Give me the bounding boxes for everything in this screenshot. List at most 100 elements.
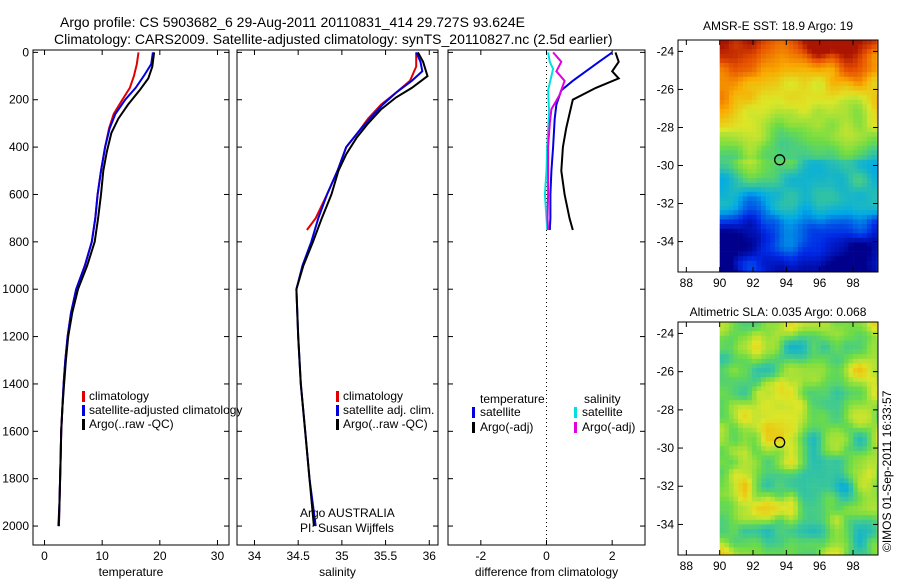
y-tick-label: 200 — [9, 93, 29, 107]
legend-swatch — [82, 419, 85, 430]
credit-stamp: ©IMOS 01-Sep-2011 16:33:57 — [880, 390, 894, 552]
y-tick-label: 600 — [9, 187, 29, 201]
series-line — [543, 52, 555, 231]
argo-location-marker — [774, 154, 786, 166]
x-tick-label: 34.5 — [286, 549, 310, 563]
x-tick-label: -2 — [475, 549, 486, 563]
y-tick-label: 1000 — [2, 282, 29, 296]
title-line-1: Argo profile: CS 5903682_6 29-Aug-2011 2… — [60, 14, 525, 30]
legend-header: salinity — [584, 392, 621, 406]
x-tick-label: 88 — [680, 276, 694, 290]
y-tick-label: -30 — [657, 441, 675, 455]
legend-swatch — [472, 422, 475, 433]
legend-swatch — [574, 422, 577, 433]
x-tick-label: 90 — [713, 559, 727, 573]
y-tick-label: 1400 — [2, 377, 29, 391]
argo-location-marker — [774, 436, 786, 448]
x-tick-label: 34 — [248, 549, 262, 563]
y-tick-label: 400 — [9, 140, 29, 154]
y-tick-label: -26 — [657, 82, 675, 96]
x-tick-label: 94 — [780, 276, 794, 290]
y-tick-label: -28 — [657, 403, 675, 417]
heatmap-cells — [719, 322, 878, 555]
x-tick-label: 96 — [813, 559, 827, 573]
y-tick-label: 1800 — [2, 472, 29, 486]
legend-swatch — [336, 419, 339, 430]
y-tick-label: -34 — [657, 517, 675, 531]
legend-header: temperature — [480, 392, 545, 406]
x-tick-label: 36 — [423, 549, 437, 563]
legend-label: Argo(..raw -QC) — [89, 417, 174, 431]
x-tick-label: 30 — [211, 549, 225, 563]
x-tick-label: 88 — [680, 559, 694, 573]
x-tick-label: 98 — [846, 276, 860, 290]
map-frame — [677, 321, 879, 556]
series-line — [295, 51, 424, 527]
x-tick-label: 92 — [746, 276, 760, 290]
x-tick-label: 0 — [543, 549, 550, 563]
plot-frame — [236, 49, 439, 546]
x-tick-label: 20 — [153, 549, 167, 563]
x-tick-label: 35 — [335, 549, 349, 563]
y-tick-label: -24 — [657, 326, 675, 340]
x-tick-label: 94 — [780, 559, 794, 573]
legend-swatch — [82, 391, 85, 402]
sla-map: Altimetric SLA: 0.035 Argo: 0.068 88 90 92 9… — [657, 305, 879, 573]
map-frame — [677, 39, 879, 273]
x-tick-label: 2 — [609, 549, 616, 563]
x-tick-label: 90 — [713, 276, 727, 290]
y-tick-label: -24 — [657, 44, 675, 58]
legend-label: climatology — [89, 389, 149, 403]
series-line — [57, 52, 156, 527]
map-title: Altimetric SLA: 0.035 Argo: 0.068 — [690, 305, 867, 319]
salinity-profile: 34 34.5 35 35.5 36 salinity climatologysatelli… — [236, 49, 439, 579]
x-tick-label: 98 — [846, 559, 860, 573]
series-line — [548, 51, 613, 231]
map-title: AMSR-E SST: 18.9 Argo: 19 — [703, 19, 853, 33]
legend-swatch — [336, 391, 339, 402]
heatmap-cells — [719, 40, 878, 272]
x-tick-label: 10 — [95, 549, 109, 563]
legend-label: satellite — [480, 405, 521, 419]
x-axis-label: salinity — [319, 565, 356, 579]
annotation-line: Argo AUSTRALIA — [300, 506, 395, 520]
series-line — [546, 51, 566, 231]
legend-label: satellite — [582, 405, 623, 419]
legend-label: satellite-adjusted climatology — [89, 403, 242, 417]
y-tick-label: 1200 — [2, 330, 29, 344]
legend-swatch — [336, 405, 339, 416]
y-tick-label: -28 — [657, 120, 675, 134]
plot-frame — [32, 49, 230, 546]
y-tick-label: 2000 — [2, 519, 29, 533]
legend-swatch — [472, 407, 475, 418]
legend-label: Argo(-adj) — [582, 420, 635, 434]
y-tick-label: -26 — [657, 365, 675, 379]
x-tick-label: 35.5 — [374, 549, 398, 563]
x-axis-label: difference from climatology — [475, 565, 618, 579]
series-line — [295, 51, 429, 527]
x-tick-label: 0 — [41, 549, 48, 563]
y-tick-label: -32 — [657, 479, 675, 493]
legend-label: satellite adj. clim. — [343, 403, 434, 417]
y-tick-label: 800 — [9, 235, 29, 249]
y-tick-label: 1600 — [2, 424, 29, 438]
temperature-profile: 0 10 20 30 0 200 400 600 800 1000 1200 1400 1600 1800… — [2, 45, 242, 579]
legend-label: Argo(-adj) — [480, 420, 533, 434]
title-line-2: Climatology: CARS2009. Satellite-adjuste… — [54, 31, 613, 47]
legend-label: Argo(..raw -QC) — [343, 417, 428, 431]
difference-profile: -2 0 2 difference from climatology temperatu… — [447, 49, 646, 579]
y-tick-label: 0 — [22, 45, 29, 59]
series-line — [57, 52, 154, 527]
y-tick-label: -34 — [657, 235, 675, 249]
annotation-line: PI: Susan Wijffels — [300, 521, 394, 535]
series-line — [57, 52, 140, 527]
series-line — [560, 52, 621, 231]
y-tick-label: -32 — [657, 197, 675, 211]
y-tick-label: -30 — [657, 159, 675, 173]
sst-map: AMSR-E SST: 18.9 Argo: 19 88 90 92 94 96 98 -24… — [657, 19, 879, 290]
legend-label: climatology — [343, 389, 403, 403]
legend-swatch — [574, 407, 577, 418]
legend-swatch — [82, 405, 85, 416]
x-tick-label: 96 — [813, 276, 827, 290]
